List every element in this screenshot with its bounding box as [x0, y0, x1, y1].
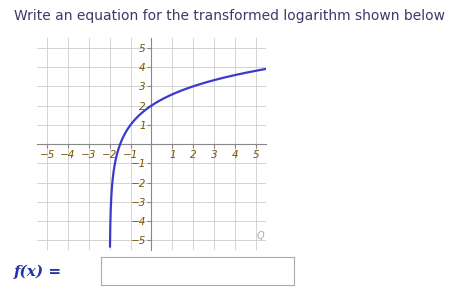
Text: Write an equation for the transformed logarithm shown below: Write an equation for the transformed lo…: [14, 9, 445, 23]
Text: Q: Q: [256, 231, 264, 241]
Text: f(x) =: f(x) =: [14, 265, 62, 279]
